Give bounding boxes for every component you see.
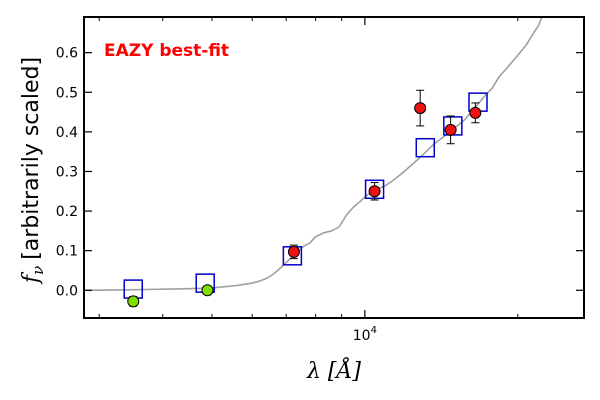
svg-text:fν[arbitrarily scaled]: fν[arbitrarily scaled] (19, 57, 47, 285)
observed-point-3-3 (444, 115, 457, 145)
observed-point-2-0 (127, 295, 140, 308)
y-tick-label-1: 0.1 (56, 244, 78, 260)
observed-point-marker (444, 123, 457, 136)
y-tick-label-4: 0.4 (56, 125, 78, 141)
observed-point-3-1 (368, 182, 381, 201)
y-tick-label-3: 0.3 (56, 164, 78, 180)
y-tick-label-0: 0.0 (56, 283, 78, 299)
observed-point-marker (127, 295, 140, 308)
y-axis-label-subscript: ν (29, 266, 47, 275)
y-axis-label-text: [arbitrarily scaled] (19, 57, 44, 260)
observed-point-3-2 (414, 89, 427, 127)
observed-point-marker (368, 185, 381, 198)
observed-point-3-0 (287, 244, 300, 260)
observed-point-marker (469, 106, 482, 119)
y-tick-label-6: 0.6 (56, 46, 78, 62)
y-tick-label-5: 0.5 (56, 85, 78, 101)
observed-point-marker (201, 284, 214, 297)
observed-point-marker (414, 102, 427, 115)
y-tick-label-2: 0.2 (56, 204, 78, 220)
annotation-label: EAZY best-fit (104, 41, 229, 61)
model-photometry-square-4 (415, 137, 436, 158)
plot-frame (83, 16, 585, 319)
observed-point-2-1 (201, 284, 214, 297)
ticks-layer: 0.0 0.1 0.2 0.3 0.4 0.5 0.6 104 (56, 17, 584, 344)
x-axis-label: λ [Å] (306, 356, 361, 384)
data-layer (84, 17, 543, 308)
observed-point-3-4 (469, 102, 482, 124)
y-axis-label: fν[arbitrarily scaled] (19, 57, 47, 285)
plot-area (84, 17, 543, 308)
x-tick-label-0: 104 (353, 325, 377, 344)
observed-point-marker (287, 245, 300, 258)
